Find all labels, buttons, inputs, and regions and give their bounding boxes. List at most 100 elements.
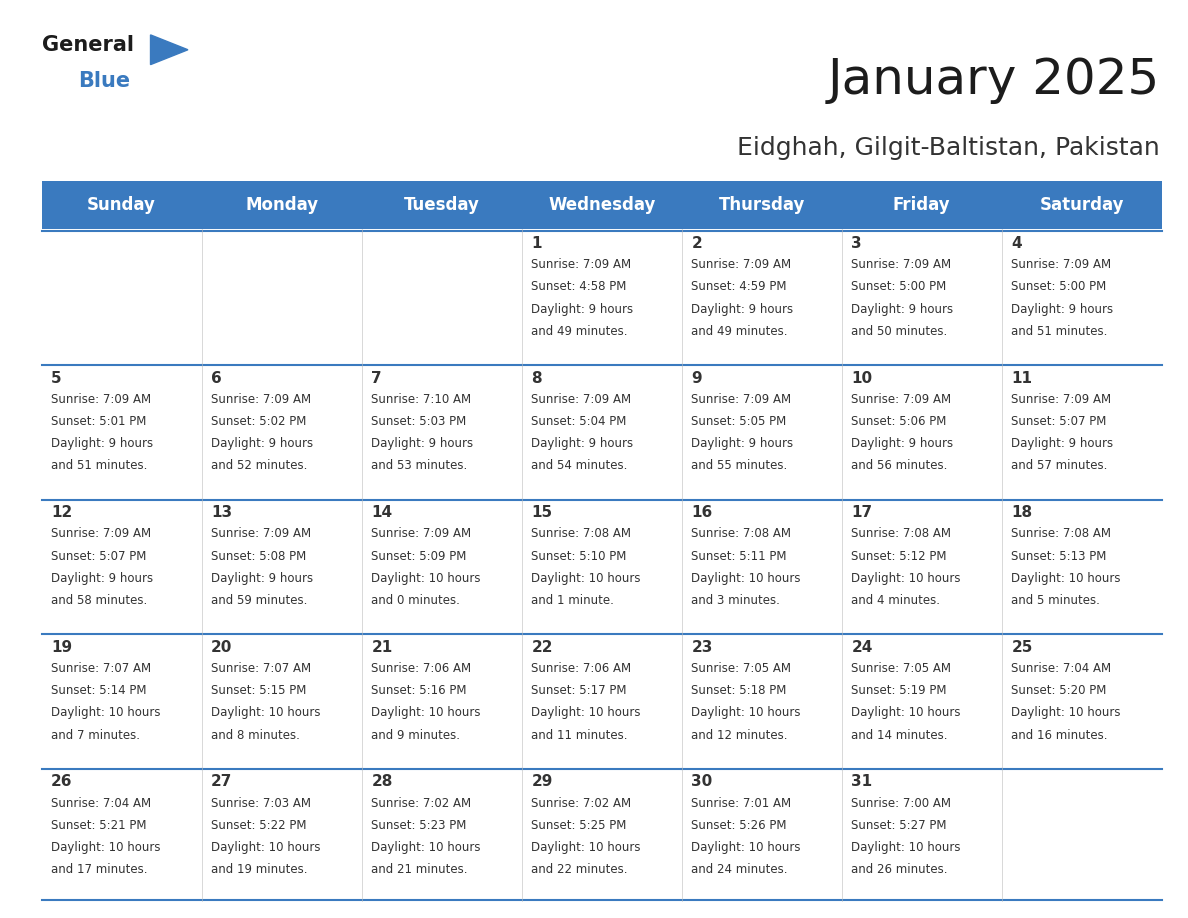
Text: Sunrise: 7:09 AM: Sunrise: 7:09 AM xyxy=(1011,258,1112,271)
Text: Daylight: 10 hours: Daylight: 10 hours xyxy=(531,572,640,585)
Text: Sunrise: 7:09 AM: Sunrise: 7:09 AM xyxy=(691,393,791,406)
Text: 22: 22 xyxy=(531,640,552,655)
Text: Sunset: 5:06 PM: Sunset: 5:06 PM xyxy=(852,415,947,428)
Text: and 26 minutes.: and 26 minutes. xyxy=(852,863,948,876)
Text: and 4 minutes.: and 4 minutes. xyxy=(852,594,941,607)
Text: Daylight: 9 hours: Daylight: 9 hours xyxy=(1011,437,1113,450)
Text: 9: 9 xyxy=(691,371,702,386)
Text: and 8 minutes.: and 8 minutes. xyxy=(211,729,301,742)
Text: Daylight: 10 hours: Daylight: 10 hours xyxy=(691,841,801,854)
Text: 5: 5 xyxy=(51,371,62,386)
Text: and 54 minutes.: and 54 minutes. xyxy=(531,459,627,473)
Text: 14: 14 xyxy=(372,505,392,521)
Text: Sunrise: 7:09 AM: Sunrise: 7:09 AM xyxy=(51,527,151,541)
Text: Sunset: 5:02 PM: Sunset: 5:02 PM xyxy=(211,415,307,428)
Text: Sunset: 5:15 PM: Sunset: 5:15 PM xyxy=(211,684,307,697)
Text: Sunrise: 7:01 AM: Sunrise: 7:01 AM xyxy=(691,797,791,810)
Text: Sunrise: 7:09 AM: Sunrise: 7:09 AM xyxy=(852,393,952,406)
Text: Daylight: 10 hours: Daylight: 10 hours xyxy=(852,706,961,720)
Text: 28: 28 xyxy=(372,774,393,789)
Text: 12: 12 xyxy=(51,505,72,521)
Text: Sunset: 5:27 PM: Sunset: 5:27 PM xyxy=(852,819,947,832)
Text: Daylight: 10 hours: Daylight: 10 hours xyxy=(691,572,801,585)
Text: and 7 minutes.: and 7 minutes. xyxy=(51,729,140,742)
Text: and 51 minutes.: and 51 minutes. xyxy=(51,459,147,473)
Text: 27: 27 xyxy=(211,774,233,789)
Text: and 24 minutes.: and 24 minutes. xyxy=(691,863,788,876)
Text: Sunrise: 7:09 AM: Sunrise: 7:09 AM xyxy=(531,258,632,271)
Text: Sunrise: 7:05 AM: Sunrise: 7:05 AM xyxy=(852,662,952,675)
Text: Daylight: 9 hours: Daylight: 9 hours xyxy=(531,437,633,450)
Text: Sunrise: 7:09 AM: Sunrise: 7:09 AM xyxy=(211,393,311,406)
Text: Sunset: 5:22 PM: Sunset: 5:22 PM xyxy=(211,819,307,832)
Text: Daylight: 9 hours: Daylight: 9 hours xyxy=(691,303,794,316)
Text: Saturday: Saturday xyxy=(1040,196,1124,214)
Text: Sunset: 5:00 PM: Sunset: 5:00 PM xyxy=(852,280,947,294)
Text: and 16 minutes.: and 16 minutes. xyxy=(1011,729,1108,742)
Text: Daylight: 10 hours: Daylight: 10 hours xyxy=(372,572,481,585)
Text: 13: 13 xyxy=(211,505,233,521)
Text: Daylight: 10 hours: Daylight: 10 hours xyxy=(691,706,801,720)
Text: Sunset: 5:21 PM: Sunset: 5:21 PM xyxy=(51,819,146,832)
Text: 1: 1 xyxy=(531,236,542,251)
Text: Sunrise: 7:04 AM: Sunrise: 7:04 AM xyxy=(51,797,151,810)
Text: Sunrise: 7:06 AM: Sunrise: 7:06 AM xyxy=(531,662,632,675)
Text: Sunset: 5:16 PM: Sunset: 5:16 PM xyxy=(372,684,467,697)
Text: and 51 minutes.: and 51 minutes. xyxy=(1011,325,1107,338)
Text: and 14 minutes.: and 14 minutes. xyxy=(852,729,948,742)
Text: Daylight: 10 hours: Daylight: 10 hours xyxy=(211,841,321,854)
Text: 23: 23 xyxy=(691,640,713,655)
Text: Daylight: 10 hours: Daylight: 10 hours xyxy=(372,706,481,720)
Text: Sunrise: 7:08 AM: Sunrise: 7:08 AM xyxy=(531,527,631,541)
Text: 3: 3 xyxy=(852,236,862,251)
Text: Sunrise: 7:09 AM: Sunrise: 7:09 AM xyxy=(852,258,952,271)
Text: Sunrise: 7:09 AM: Sunrise: 7:09 AM xyxy=(1011,393,1112,406)
Text: and 55 minutes.: and 55 minutes. xyxy=(691,459,788,473)
Text: Thursday: Thursday xyxy=(719,196,805,214)
Text: and 57 minutes.: and 57 minutes. xyxy=(1011,459,1107,473)
Text: 15: 15 xyxy=(531,505,552,521)
Text: Sunday: Sunday xyxy=(87,196,156,214)
Text: General: General xyxy=(42,35,133,55)
Text: and 19 minutes.: and 19 minutes. xyxy=(211,863,308,876)
Text: Sunrise: 7:09 AM: Sunrise: 7:09 AM xyxy=(531,393,632,406)
Text: Sunrise: 7:07 AM: Sunrise: 7:07 AM xyxy=(51,662,151,675)
Text: 6: 6 xyxy=(211,371,222,386)
Text: January 2025: January 2025 xyxy=(827,55,1159,104)
Text: Sunrise: 7:03 AM: Sunrise: 7:03 AM xyxy=(211,797,311,810)
Text: and 17 minutes.: and 17 minutes. xyxy=(51,863,147,876)
Text: Sunrise: 7:06 AM: Sunrise: 7:06 AM xyxy=(372,662,472,675)
Text: and 52 minutes.: and 52 minutes. xyxy=(211,459,308,473)
Text: Sunrise: 7:09 AM: Sunrise: 7:09 AM xyxy=(372,527,472,541)
Text: Sunset: 5:09 PM: Sunset: 5:09 PM xyxy=(372,550,467,563)
Text: 16: 16 xyxy=(691,505,713,521)
Text: Sunset: 5:13 PM: Sunset: 5:13 PM xyxy=(1011,550,1107,563)
Text: Sunset: 4:58 PM: Sunset: 4:58 PM xyxy=(531,280,627,294)
Text: Sunset: 5:11 PM: Sunset: 5:11 PM xyxy=(691,550,786,563)
Text: Friday: Friday xyxy=(893,196,950,214)
Text: Sunset: 5:19 PM: Sunset: 5:19 PM xyxy=(852,684,947,697)
Text: Sunrise: 7:08 AM: Sunrise: 7:08 AM xyxy=(852,527,952,541)
Text: Daylight: 9 hours: Daylight: 9 hours xyxy=(211,437,314,450)
Text: 31: 31 xyxy=(852,774,872,789)
Text: Sunset: 5:17 PM: Sunset: 5:17 PM xyxy=(531,684,627,697)
Polygon shape xyxy=(151,35,188,64)
Text: and 22 minutes.: and 22 minutes. xyxy=(531,863,627,876)
Text: 17: 17 xyxy=(852,505,872,521)
Text: and 56 minutes.: and 56 minutes. xyxy=(852,459,948,473)
Text: 18: 18 xyxy=(1011,505,1032,521)
Text: Sunrise: 7:02 AM: Sunrise: 7:02 AM xyxy=(531,797,632,810)
Text: Sunset: 5:20 PM: Sunset: 5:20 PM xyxy=(1011,684,1107,697)
Text: and 12 minutes.: and 12 minutes. xyxy=(691,729,788,742)
Text: Sunset: 4:59 PM: Sunset: 4:59 PM xyxy=(691,280,786,294)
Text: Sunset: 5:05 PM: Sunset: 5:05 PM xyxy=(691,415,786,428)
Text: Daylight: 10 hours: Daylight: 10 hours xyxy=(531,706,640,720)
Text: Sunrise: 7:09 AM: Sunrise: 7:09 AM xyxy=(211,527,311,541)
Text: 10: 10 xyxy=(852,371,872,386)
Text: Sunrise: 7:08 AM: Sunrise: 7:08 AM xyxy=(691,527,791,541)
Text: Daylight: 10 hours: Daylight: 10 hours xyxy=(1011,572,1121,585)
Text: and 49 minutes.: and 49 minutes. xyxy=(531,325,627,338)
Text: Sunrise: 7:09 AM: Sunrise: 7:09 AM xyxy=(691,258,791,271)
Text: Blue: Blue xyxy=(78,72,131,91)
Text: Daylight: 9 hours: Daylight: 9 hours xyxy=(51,437,153,450)
